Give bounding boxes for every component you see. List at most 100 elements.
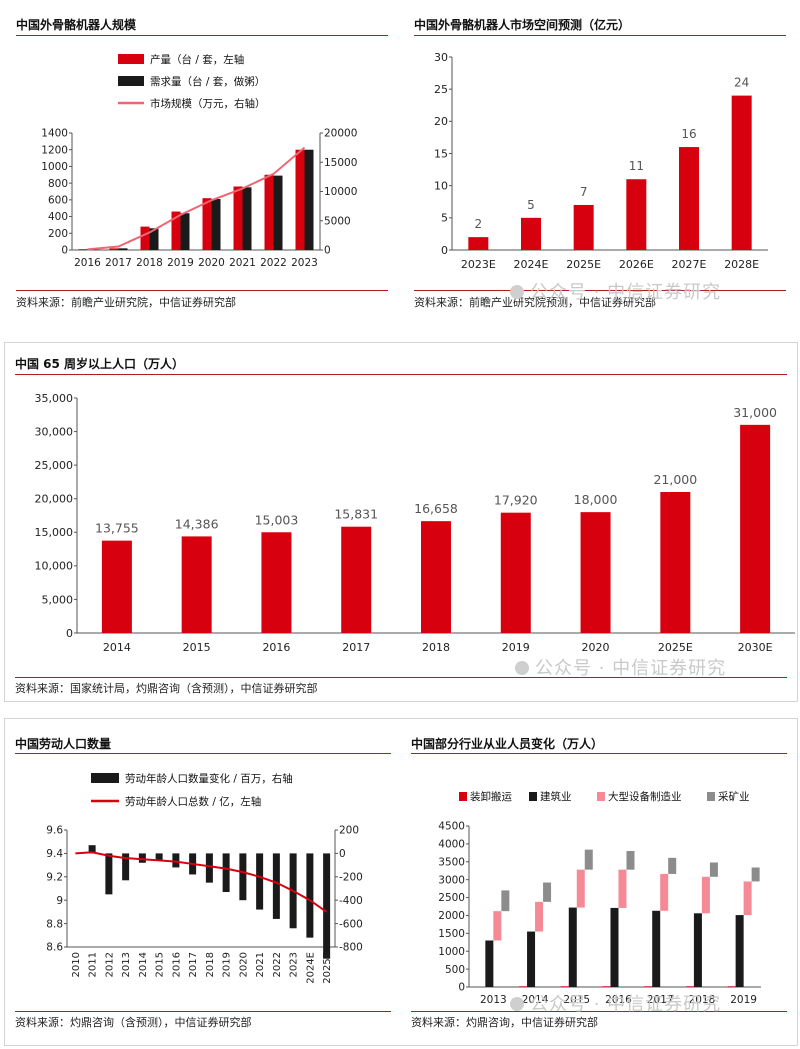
legend-swatch (529, 792, 537, 801)
production-bar (140, 226, 150, 250)
labor-source: 资料来源：灼鼎咨询（含预测），中信证券研究部 (15, 1016, 252, 1029)
watermark: 公众号 · 中信证券研究 (510, 278, 721, 304)
y-tick-label: 20,000 (35, 493, 74, 506)
market-bar (626, 179, 647, 250)
change-bar (306, 853, 314, 938)
y-tick-label: 4000 (438, 839, 465, 851)
data-label: 15,003 (255, 512, 299, 527)
population-bar (421, 521, 451, 633)
production-bar (78, 249, 88, 250)
x-tick-label: 2019 (167, 257, 194, 269)
demand-bar (211, 199, 221, 250)
y-tick-label: 15,000 (35, 526, 74, 539)
x-tick-label: 2023 (289, 952, 300, 977)
x-tick-label: 2016 (605, 994, 632, 1006)
mining-bar (543, 882, 552, 902)
population-bar (580, 512, 611, 633)
exo-market-chart: 0 5 10 15 20 25 30 2 2023E 5 2024E 7 2025E 11 2026E 16 2… (434, 51, 768, 271)
left-y-tick-label: 200 (48, 228, 68, 240)
y-tick-label: 15 (434, 147, 448, 160)
mining-bar (584, 849, 593, 870)
production-bar (109, 248, 119, 250)
wechat-icon (510, 997, 524, 1011)
production-bar (202, 198, 212, 250)
change-bar (272, 853, 280, 919)
x-tick-label: 2024E (305, 952, 316, 984)
bottom-card: 中国劳动人口数量 劳动年龄人口数量变化 / 百万，右轴 劳动年龄人口总数 / 亿，… (4, 718, 798, 1046)
y-tick-label: 5 (441, 212, 448, 225)
population-bar (740, 424, 771, 633)
mining-bar (751, 867, 760, 882)
population-bar (101, 540, 132, 633)
exo-market-panel: 中国外骨骼机器人市场空间预测（亿元） 0 5 10 15 20 25 30 2 2023E 5 20… (400, 0, 792, 330)
title-rule (414, 35, 786, 36)
x-tick-label: 2020 (582, 641, 610, 654)
legend-label: 装卸搬运 (470, 790, 512, 803)
legend-label: 产量（台 / 套，左轴 (150, 53, 244, 66)
loading-bar (644, 986, 653, 987)
demand-bar (149, 228, 159, 250)
population-bar (181, 536, 212, 633)
watermark: 公众号 · 中信证券研究 (510, 990, 721, 1016)
change-bar (88, 845, 96, 854)
right-y-tick-label: -600 (339, 918, 363, 930)
change-bar (205, 853, 213, 883)
left-y-tick-label: 9.2 (46, 871, 63, 883)
market-bar (521, 217, 541, 250)
equipment-bar (576, 869, 585, 908)
loading-bar (560, 986, 569, 987)
title-rule (16, 35, 388, 36)
market-bar (468, 237, 489, 250)
demand-bar (242, 187, 252, 250)
x-tick-label: 2017 (342, 641, 370, 654)
title-rule (15, 753, 391, 754)
change-bar (323, 853, 331, 959)
right-y-tick-label: 0 (324, 245, 331, 257)
industry-chart: 装卸搬运 建筑业 大型设备制造业 采矿业 0 500 1000 1500 2000 2500 300… (438, 790, 761, 1006)
right-y-tick-label: -800 (339, 942, 363, 954)
change-bar (222, 853, 230, 893)
equipment-bar (660, 873, 669, 911)
equipment-bar (701, 876, 710, 914)
construction-bar (485, 940, 494, 987)
market-bar (679, 147, 699, 250)
data-label: 15,831 (334, 507, 378, 522)
change-bar (256, 853, 264, 910)
equipment-bar (618, 869, 627, 908)
data-label: 31,000 (733, 405, 777, 420)
equipment-bar (535, 901, 544, 932)
x-tick-label: 2012 (104, 952, 115, 977)
legend-swatch (459, 792, 467, 801)
y-tick-label: 0 (458, 982, 465, 994)
total-labor-line (75, 851, 328, 913)
wechat-icon (515, 661, 529, 675)
exo-scale-source: 资料来源：前瞻产业研究院，中信证券研究部 (16, 296, 236, 309)
y-tick-label: 10,000 (35, 560, 74, 573)
y-tick-label: 30 (434, 51, 448, 64)
x-tick-label: 2013 (480, 994, 507, 1006)
data-label: 11 (629, 159, 644, 173)
y-tick-label: 0 (66, 627, 73, 640)
x-tick-label: 2023 (291, 257, 318, 269)
elderly-card: 中国 65 周岁以上人口（万人） 0 5,000 10,000 15,000 20,00… (4, 342, 798, 702)
left-y-tick-label: 9.6 (46, 825, 63, 837)
y-tick-label: 3000 (438, 874, 465, 886)
construction-bar (610, 907, 619, 987)
left-y-tick-label: 8.6 (46, 942, 63, 954)
mining-bar (709, 862, 718, 877)
right-y-tick-label: 20000 (324, 128, 357, 140)
y-tick-label: 10 (434, 180, 448, 193)
left-y-tick-label: 8.8 (46, 918, 63, 930)
x-tick-label: 2019 (502, 641, 530, 654)
demand-bar (180, 213, 190, 250)
demand-bar (118, 248, 128, 250)
loading-bar (727, 986, 736, 987)
data-label: 13,755 (95, 521, 139, 536)
x-tick-label: 2024E (514, 258, 549, 271)
y-tick-label: 20 (434, 115, 448, 128)
data-label: 2 (475, 217, 483, 231)
legend-swatch (597, 792, 605, 801)
loading-bar (685, 986, 694, 987)
x-tick-label: 2016 (262, 641, 290, 654)
